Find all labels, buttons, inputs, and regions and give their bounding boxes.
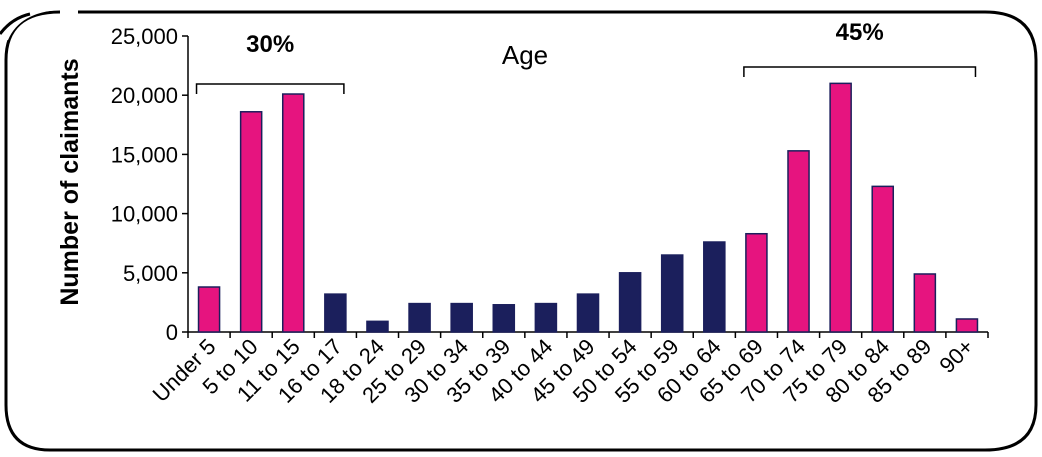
bar (660, 254, 684, 333)
bar (450, 302, 473, 333)
bar (618, 272, 642, 333)
bar (239, 111, 263, 333)
annotation-label: 45% (836, 19, 884, 46)
bar (197, 286, 221, 333)
annotation-bracket (743, 66, 977, 77)
bar (703, 241, 726, 333)
bar (871, 185, 895, 333)
bar (829, 82, 852, 333)
annotation-bracket (195, 83, 345, 94)
y-tick-label: 10,000 (111, 202, 178, 227)
bar (576, 293, 600, 333)
x-axis-label: Age (502, 40, 548, 70)
y-axis-label: Number of claimants (56, 58, 84, 305)
y-tick-label: 15,000 (111, 142, 178, 167)
y-tick-label: 25,000 (111, 24, 178, 49)
bars (197, 82, 979, 333)
x-tick-label: 90+ (934, 334, 978, 378)
y-tick-label: 20,000 (111, 83, 178, 108)
bar (492, 304, 516, 333)
y-tick-label: 0 (166, 320, 178, 345)
bar (955, 318, 979, 333)
bar (408, 302, 431, 333)
bar (913, 273, 937, 333)
corner-cutout (0, 0, 60, 40)
bar (324, 293, 347, 333)
bar (281, 93, 305, 333)
bar (534, 302, 558, 333)
y-ticks: 0 5,000 10,000 15,000 20,000 25,000 (111, 24, 188, 345)
bar (787, 150, 810, 333)
annotations: 30% 45% (195, 19, 977, 94)
bar (366, 320, 389, 333)
annotation-label: 30% (246, 31, 294, 58)
chart-frame (4, 10, 1038, 452)
y-tick-label: 5,000 (123, 261, 178, 286)
corner-line (0, 12, 31, 35)
bar (745, 232, 768, 333)
